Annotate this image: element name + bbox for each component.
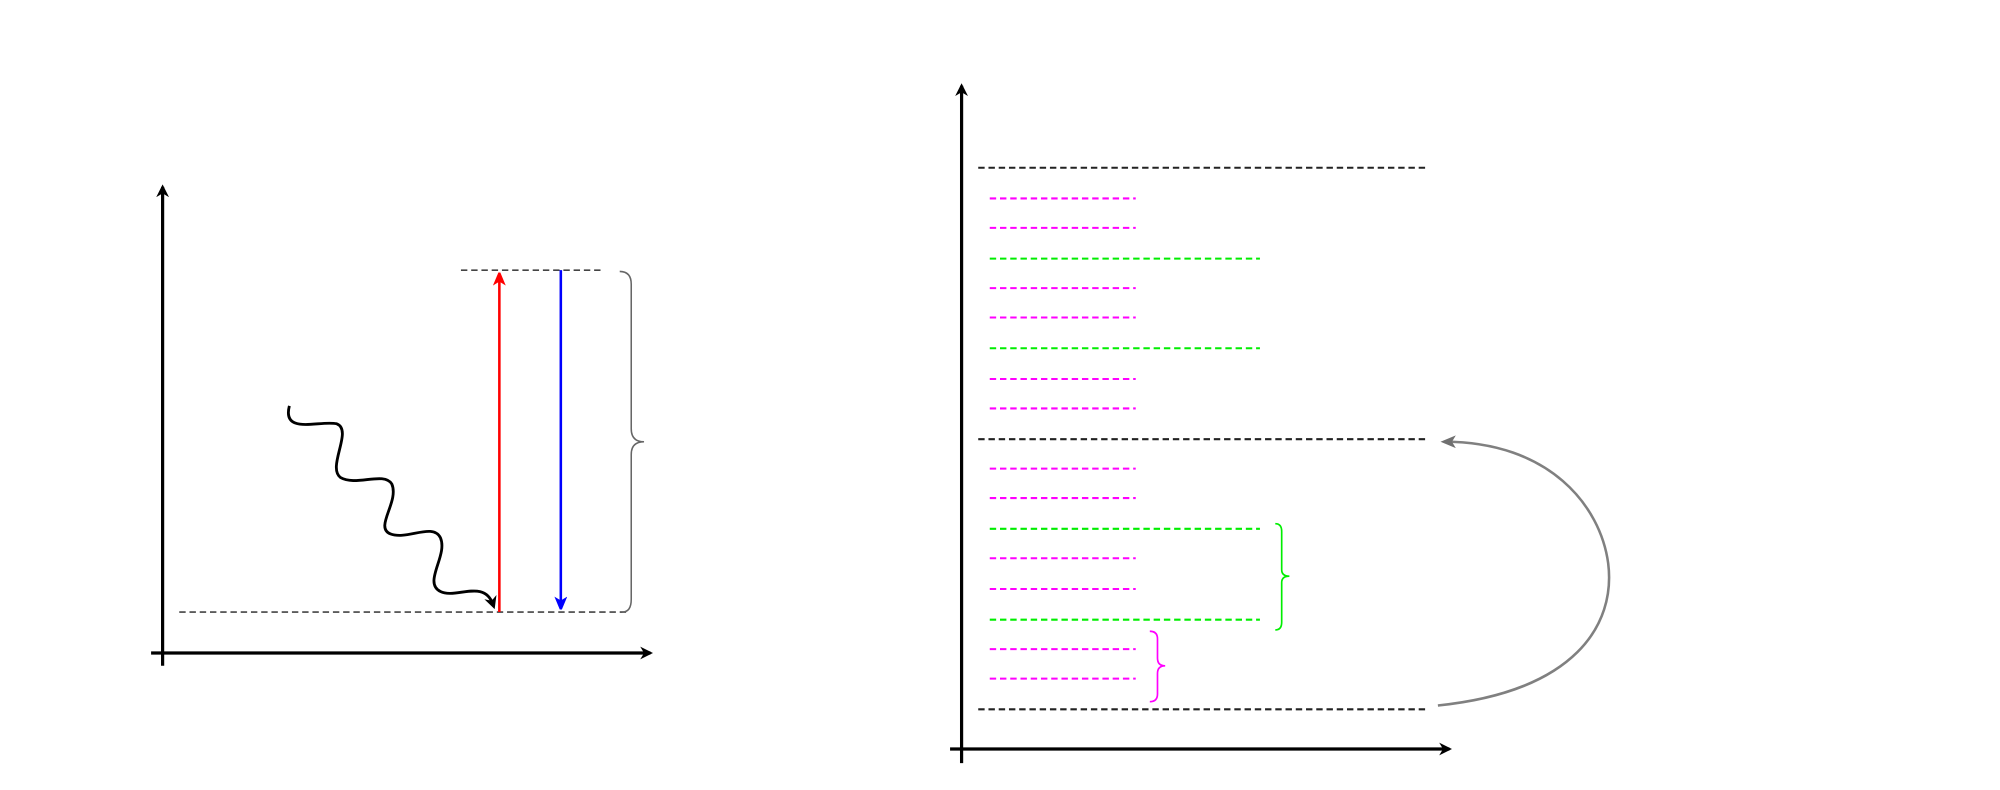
green-sublevel-brace (1275, 522, 1290, 631)
energy-levels (978, 166, 1428, 711)
photon-wave (286, 405, 497, 610)
magenta-sublevel-brace (1149, 630, 1166, 703)
transfer-arrow (1437, 435, 1611, 707)
right-panel (950, 83, 1611, 764)
left-panel (151, 184, 654, 666)
energy-gap-brace (619, 270, 645, 613)
